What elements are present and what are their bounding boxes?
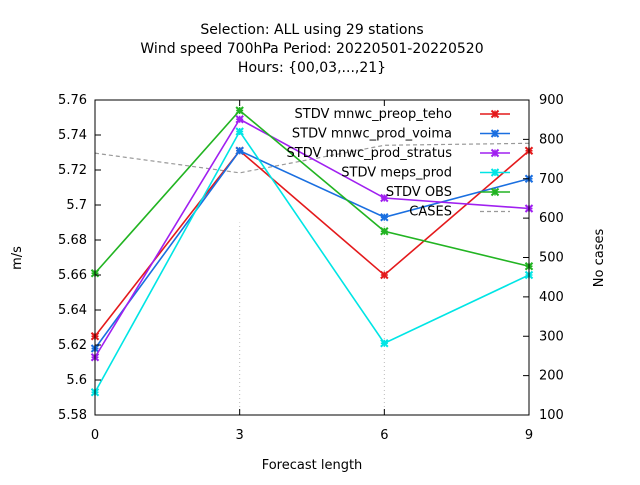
y2-tick-label: 800 — [539, 132, 564, 147]
legend-marker-1 — [490, 129, 500, 138]
legend-marker-2 — [490, 148, 500, 158]
series-point-1-2 — [380, 213, 389, 222]
series-point-2-1 — [235, 115, 244, 124]
series-point-1-1 — [235, 146, 244, 155]
x-axis-label: Forecast length — [262, 458, 363, 473]
y2-tick-label: 300 — [539, 329, 564, 344]
chart-title-line-3: Hours: {00,03,...,21} — [238, 60, 386, 76]
x-tick-label: 9 — [525, 428, 533, 443]
y-tick-label: 5.66 — [58, 268, 87, 283]
y-tick-label: 5.64 — [58, 303, 87, 318]
y2-tick-label: 900 — [539, 93, 564, 108]
series-line-3 — [94, 129, 530, 393]
x-tick-label: 3 — [236, 428, 244, 443]
ticks: 0 3 6 9 5.58 5.6 5.62 5.64 5.66 5.68 5.7 5.72 5.74 5.… — [58, 93, 564, 443]
x-tick-label: 6 — [380, 428, 388, 443]
series-point-4-1 — [235, 106, 244, 115]
legend-label-1: STDV mnwc_prod_voima — [292, 127, 452, 142]
series-point-0-2 — [380, 270, 389, 280]
y-tick-label: 5.74 — [58, 128, 87, 143]
chart-title-line-2: Wind speed 700hPa Period: 20220501-20220… — [140, 41, 483, 57]
chart-title-line-1: Selection: ALL using 29 stations — [200, 22, 423, 38]
y-tick-label: 5.58 — [58, 408, 87, 423]
legend-marker-0 — [490, 109, 500, 119]
y2-axis-label: No cases — [592, 229, 607, 288]
y-tick-label: 5.76 — [58, 93, 87, 108]
legend-label-2: STDV mnwc_prod_stratus — [287, 146, 453, 161]
y-axis-label: m/s — [10, 246, 25, 270]
legend-label-3: STDV meps_prod — [341, 166, 452, 181]
x-tick-label: 0 — [91, 428, 99, 443]
series-layer — [90, 106, 534, 397]
grid — [239, 222, 385, 415]
y2-tick-label: 600 — [539, 211, 564, 226]
series-line-2 — [94, 118, 530, 358]
legend-label-4: STDV OBS — [386, 185, 452, 200]
legend-marker-4 — [490, 187, 500, 197]
series-line-1 — [94, 149, 530, 349]
y-tick-label: 5.72 — [58, 163, 87, 178]
y-tick-label: 5.7 — [66, 198, 87, 213]
y2-tick-label: 200 — [539, 369, 564, 384]
y2-tick-label: 700 — [539, 172, 564, 187]
series-point-4-2 — [380, 227, 389, 236]
series-line-4 — [94, 109, 530, 274]
y-tick-label: 5.68 — [58, 233, 87, 248]
legend-marker-3 — [490, 168, 500, 177]
series-point-3-2 — [380, 339, 389, 348]
legend-label-5: CASES — [409, 205, 452, 220]
y2-tick-label: 500 — [539, 251, 564, 266]
legend: STDV mnwc_preop_teho STDV mnwc_prod_voima… — [287, 107, 510, 220]
series-line-0 — [94, 149, 530, 337]
series-point-2-2 — [380, 193, 389, 203]
y2-tick-label: 400 — [539, 290, 564, 305]
y-tick-label: 5.62 — [58, 338, 87, 353]
y2-tick-label: 100 — [539, 408, 564, 423]
legend-label-0: STDV mnwc_preop_teho — [295, 107, 453, 122]
y-tick-label: 5.6 — [66, 373, 87, 388]
series-point-3-1 — [235, 127, 244, 136]
